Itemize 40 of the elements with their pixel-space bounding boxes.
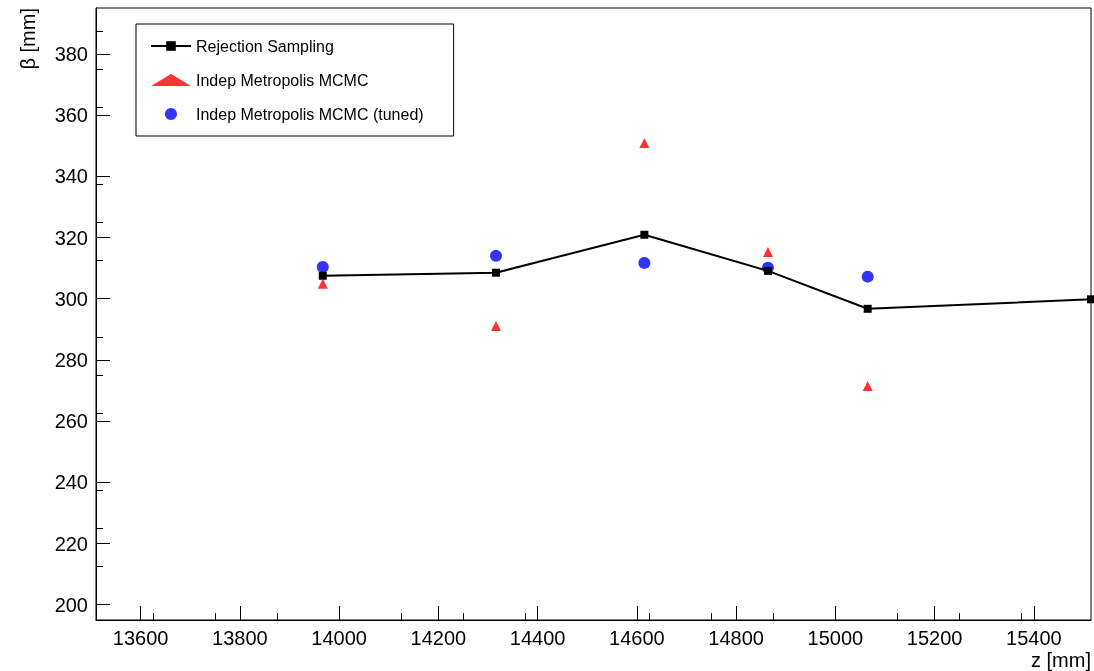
y-tick-label: 320	[54, 226, 88, 249]
x-tick-label: 15000	[807, 627, 864, 649]
x-tick-label: 15200	[906, 627, 963, 649]
y-tick-label: 200	[54, 593, 88, 616]
y-tick-label: 220	[54, 532, 88, 555]
point	[638, 256, 651, 269]
point	[491, 268, 500, 277]
point	[1087, 295, 1094, 304]
x-tick-label: 14800	[708, 627, 764, 649]
legend-label: Indep Metropolis MCMC (tuned)	[196, 105, 424, 123]
y-tick-label: 360	[54, 104, 88, 127]
y-tick-label: 300	[54, 287, 88, 310]
y-tick-label: 240	[54, 471, 88, 494]
point	[762, 246, 773, 257]
point	[640, 230, 649, 239]
x-tick-label: 13600	[112, 627, 169, 649]
x-tick-label: 14200	[410, 627, 467, 649]
legend-label: Rejection Sampling	[196, 37, 334, 55]
y-tick-label: 380	[54, 42, 88, 65]
y-axis-title: β [mm]	[17, 8, 39, 70]
y-tick-label: 260	[54, 410, 88, 433]
y-tick-label: 280	[54, 348, 88, 371]
y-tick-label: 340	[54, 165, 88, 188]
legend-label: Indep Metropolis MCMC	[196, 71, 369, 89]
point	[490, 249, 502, 262]
point	[317, 278, 328, 289]
point	[316, 260, 329, 273]
x-tick-label: 14000	[311, 627, 367, 649]
point	[318, 271, 327, 280]
point	[863, 304, 872, 313]
x-tick-label: 14600	[609, 627, 665, 649]
point	[763, 266, 772, 275]
point	[490, 320, 501, 331]
x-axis-title: z [mm]	[1031, 649, 1091, 671]
point	[862, 380, 873, 391]
x-tick-label: 15400	[1006, 627, 1062, 649]
x-tick-label: 14400	[509, 627, 566, 649]
x-tick-label: 13800	[212, 627, 268, 649]
point	[639, 137, 650, 148]
point	[861, 270, 874, 283]
